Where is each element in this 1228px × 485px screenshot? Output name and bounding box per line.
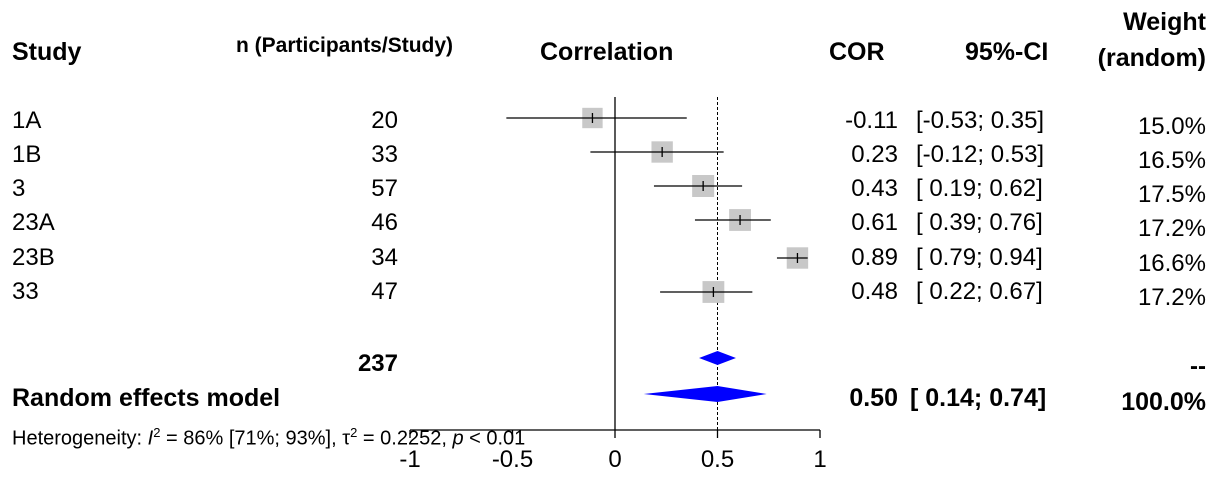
summary-label: Random effects model — [12, 384, 281, 412]
study-cor: 0.23 — [851, 141, 898, 168]
study-ci: [ 0.22; 0.67] — [916, 278, 1043, 305]
study-weight: 16.6% — [1137, 250, 1206, 277]
study-label: 1B — [12, 141, 42, 168]
x-axis-tick-label: 1 — [813, 446, 826, 473]
study-n: 46 — [371, 209, 398, 236]
header-weight-random: (random) — [1097, 44, 1206, 72]
i2-superscript: 2 — [153, 425, 161, 440]
study-weight: 17.5% — [1137, 181, 1206, 208]
p-value: < 0.01 — [463, 427, 526, 450]
heterogeneity-text: Heterogeneity: I2 = 86% [71%; 93%], τ2 =… — [12, 425, 525, 451]
study-cor: 0.43 — [851, 175, 898, 202]
total-diamond — [699, 351, 736, 365]
study-cor: 0.48 — [851, 278, 898, 305]
study-label: 1A — [12, 107, 42, 134]
study-weight: 15.0% — [1137, 113, 1206, 140]
study-cor: 0.89 — [851, 244, 898, 271]
header-n-participants: n (Participants/Study) — [236, 34, 454, 57]
tau-superscript: 2 — [350, 425, 358, 440]
study-ci: [-0.53; 0.35] — [916, 107, 1045, 134]
summary-cor: 0.50 — [849, 384, 898, 412]
x-axis-tick-label: -1 — [399, 446, 420, 473]
study-ci: [ 0.39; 0.76] — [916, 209, 1043, 236]
study-label: 33 — [12, 278, 39, 305]
header-correlation: Correlation — [540, 38, 674, 66]
study-label: 23B — [12, 244, 55, 271]
header-ci: 95%-CI — [965, 38, 1049, 66]
study-ci: [-0.12; 0.53] — [916, 141, 1045, 168]
header-weight: Weight — [1123, 8, 1206, 36]
x-axis-tick-label: -0.5 — [492, 446, 533, 473]
study-ci: [ 0.79; 0.94] — [916, 244, 1043, 271]
x-axis-tick-label: 0.5 — [701, 446, 734, 473]
study-n: 34 — [371, 244, 398, 271]
study-n: 20 — [371, 107, 398, 134]
summary-ci: [ 0.14; 0.74] — [910, 384, 1047, 412]
p-symbol: p — [452, 427, 464, 450]
i2-symbol: I — [147, 427, 154, 450]
study-cor: 0.61 — [851, 209, 898, 236]
study-weight: 17.2% — [1137, 284, 1206, 311]
tau-value: = 0.2252, — [357, 427, 453, 450]
study-ci: [ 0.19; 0.62] — [916, 175, 1043, 202]
heterogeneity-prefix: Heterogeneity: — [12, 427, 148, 450]
study-n: 57 — [371, 175, 398, 202]
total-participants: 237 — [357, 350, 398, 377]
study-weight: 16.5% — [1137, 147, 1206, 174]
x-axis-tick-label: 0 — [608, 446, 621, 473]
study-label: 3 — [12, 175, 26, 202]
total-weight-dash: -- — [1190, 353, 1206, 380]
random-effects-diamond — [643, 386, 767, 402]
study-weight: 17.2% — [1137, 215, 1206, 242]
header-study: Study — [12, 38, 82, 66]
study-label: 23A — [12, 209, 55, 236]
i2-value: = 86% [71%; 93%], — [160, 427, 343, 450]
study-n: 33 — [371, 141, 398, 168]
study-n: 47 — [371, 278, 398, 305]
header-cor: COR — [829, 38, 885, 66]
study-cor: -0.11 — [845, 107, 898, 134]
tau-symbol: τ — [342, 427, 351, 450]
summary-weight: 100.0% — [1121, 388, 1206, 416]
